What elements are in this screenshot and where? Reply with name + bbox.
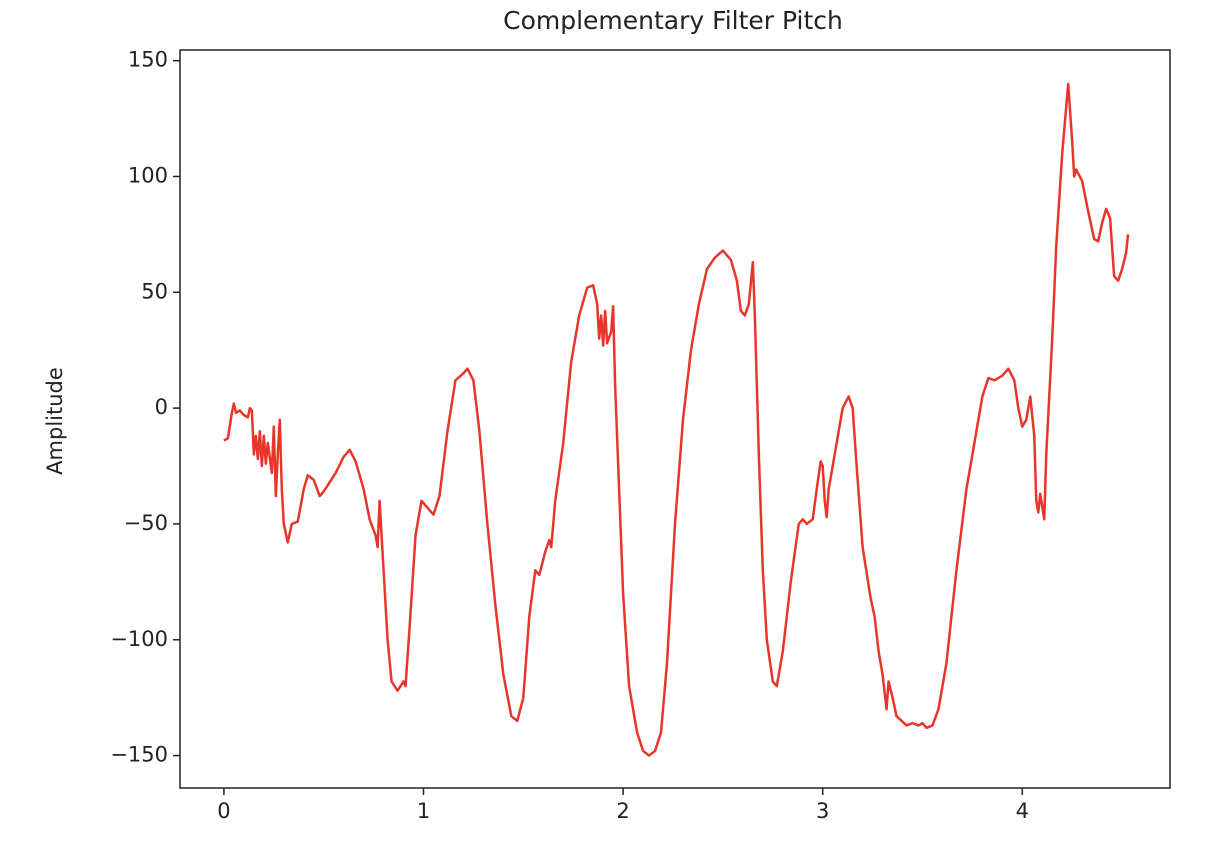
y-tick-label: 0 — [155, 395, 168, 419]
y-tick-label: 50 — [141, 279, 168, 303]
y-axis-label: Amplitude — [43, 367, 67, 475]
y-tick-label: 100 — [128, 163, 168, 187]
x-tick-label: 3 — [816, 799, 829, 823]
y-tick-label: 150 — [128, 48, 168, 72]
x-tick-label: 1 — [417, 799, 430, 823]
x-tick-label: 0 — [217, 799, 230, 823]
y-tick-label: −100 — [110, 627, 168, 651]
chart-title: Complementary Filter Pitch — [503, 6, 843, 35]
x-tick-label: 2 — [616, 799, 629, 823]
plot-frame — [179, 49, 1171, 789]
data-line — [223, 82, 1130, 757]
y-tick-label: −50 — [124, 511, 168, 535]
x-tick-label: 4 — [1016, 799, 1029, 823]
y-tick-label: −150 — [110, 743, 168, 767]
